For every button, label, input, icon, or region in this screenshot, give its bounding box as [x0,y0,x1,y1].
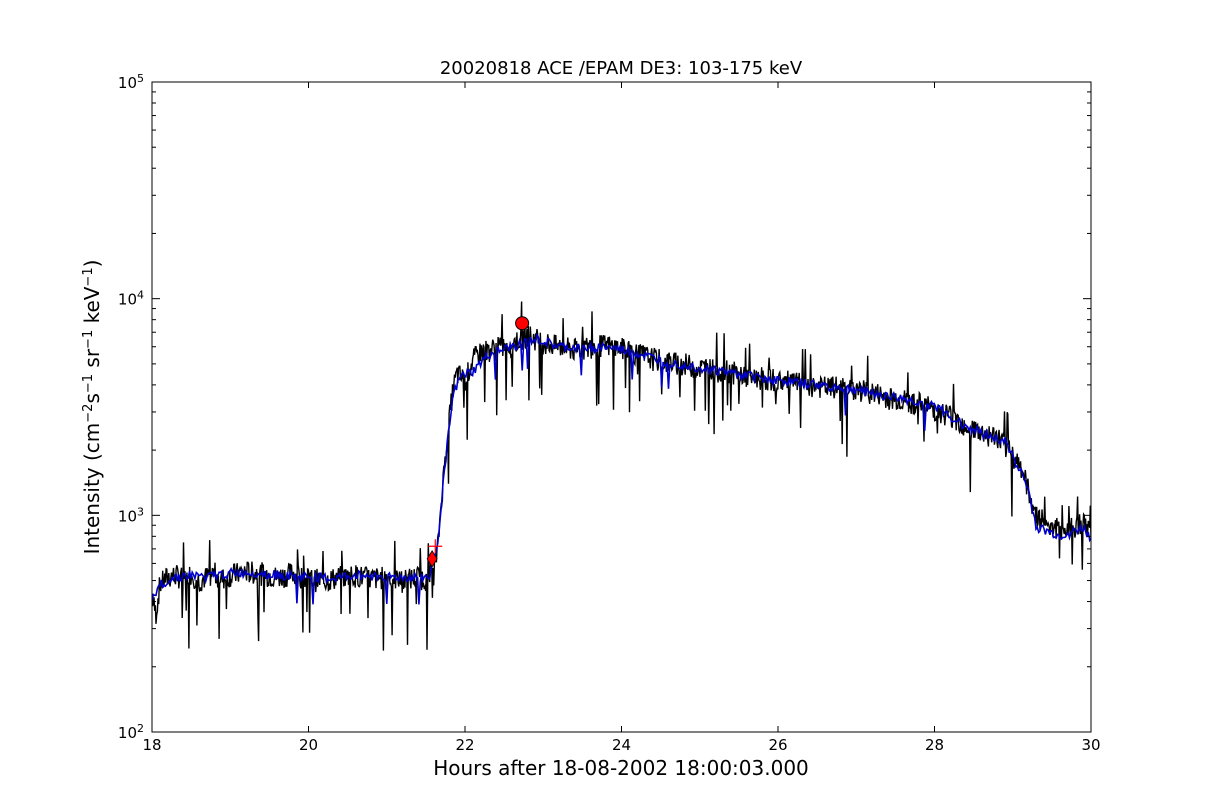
y-tick-exp: 4 [137,288,144,301]
y-axis-label-part: sr [80,348,104,374]
x-tick-label: 22 [455,736,474,754]
y-tick-base: 10 [118,507,137,525]
smoothed-intensity-line [152,333,1091,605]
y-axis-label-part: s [80,393,104,403]
y-axis-label-part: −1 [81,374,96,393]
y-tick-label: 103 [118,505,144,526]
y-tick-exp: 3 [137,505,144,518]
y-axis-label-part: Intensity (cm [80,423,104,555]
x-tick-label: 28 [925,736,944,754]
onset-plus-marker [428,539,443,554]
x-axis-label: Hours after 18-08-2002 18:00:03.000 [433,756,809,780]
y-axis-label-part: −2 [81,404,96,423]
y-tick-label: 104 [118,288,144,309]
chart-title: 20020818 ACE /EPAM DE3: 103-175 keV [440,58,803,79]
x-tick-label: 24 [612,736,631,754]
x-tick-label: 30 [1081,736,1100,754]
y-axis-label-part: ) [80,260,104,268]
onset-diamond-marker [426,550,438,568]
y-tick-base: 10 [118,291,137,309]
y-tick-label: 102 [118,722,144,743]
peak-circle-marker [515,316,530,331]
y-tick-exp: 5 [137,72,144,85]
y-tick-exp: 2 [137,722,144,735]
y-axis-label-part: −1 [81,330,96,349]
x-tick-label: 18 [142,736,161,754]
y-axis-label-part: keV [80,286,104,330]
y-axis-label: Intensity (cm−2s−1 sr−1 keV−1) [80,260,104,555]
y-tick-label: 105 [118,72,144,93]
x-tick-label: 26 [768,736,787,754]
y-tick-base: 10 [118,724,137,742]
x-tick-label: 20 [299,736,318,754]
y-tick-base: 10 [118,74,137,92]
y-axis-label-part: −1 [81,267,96,286]
